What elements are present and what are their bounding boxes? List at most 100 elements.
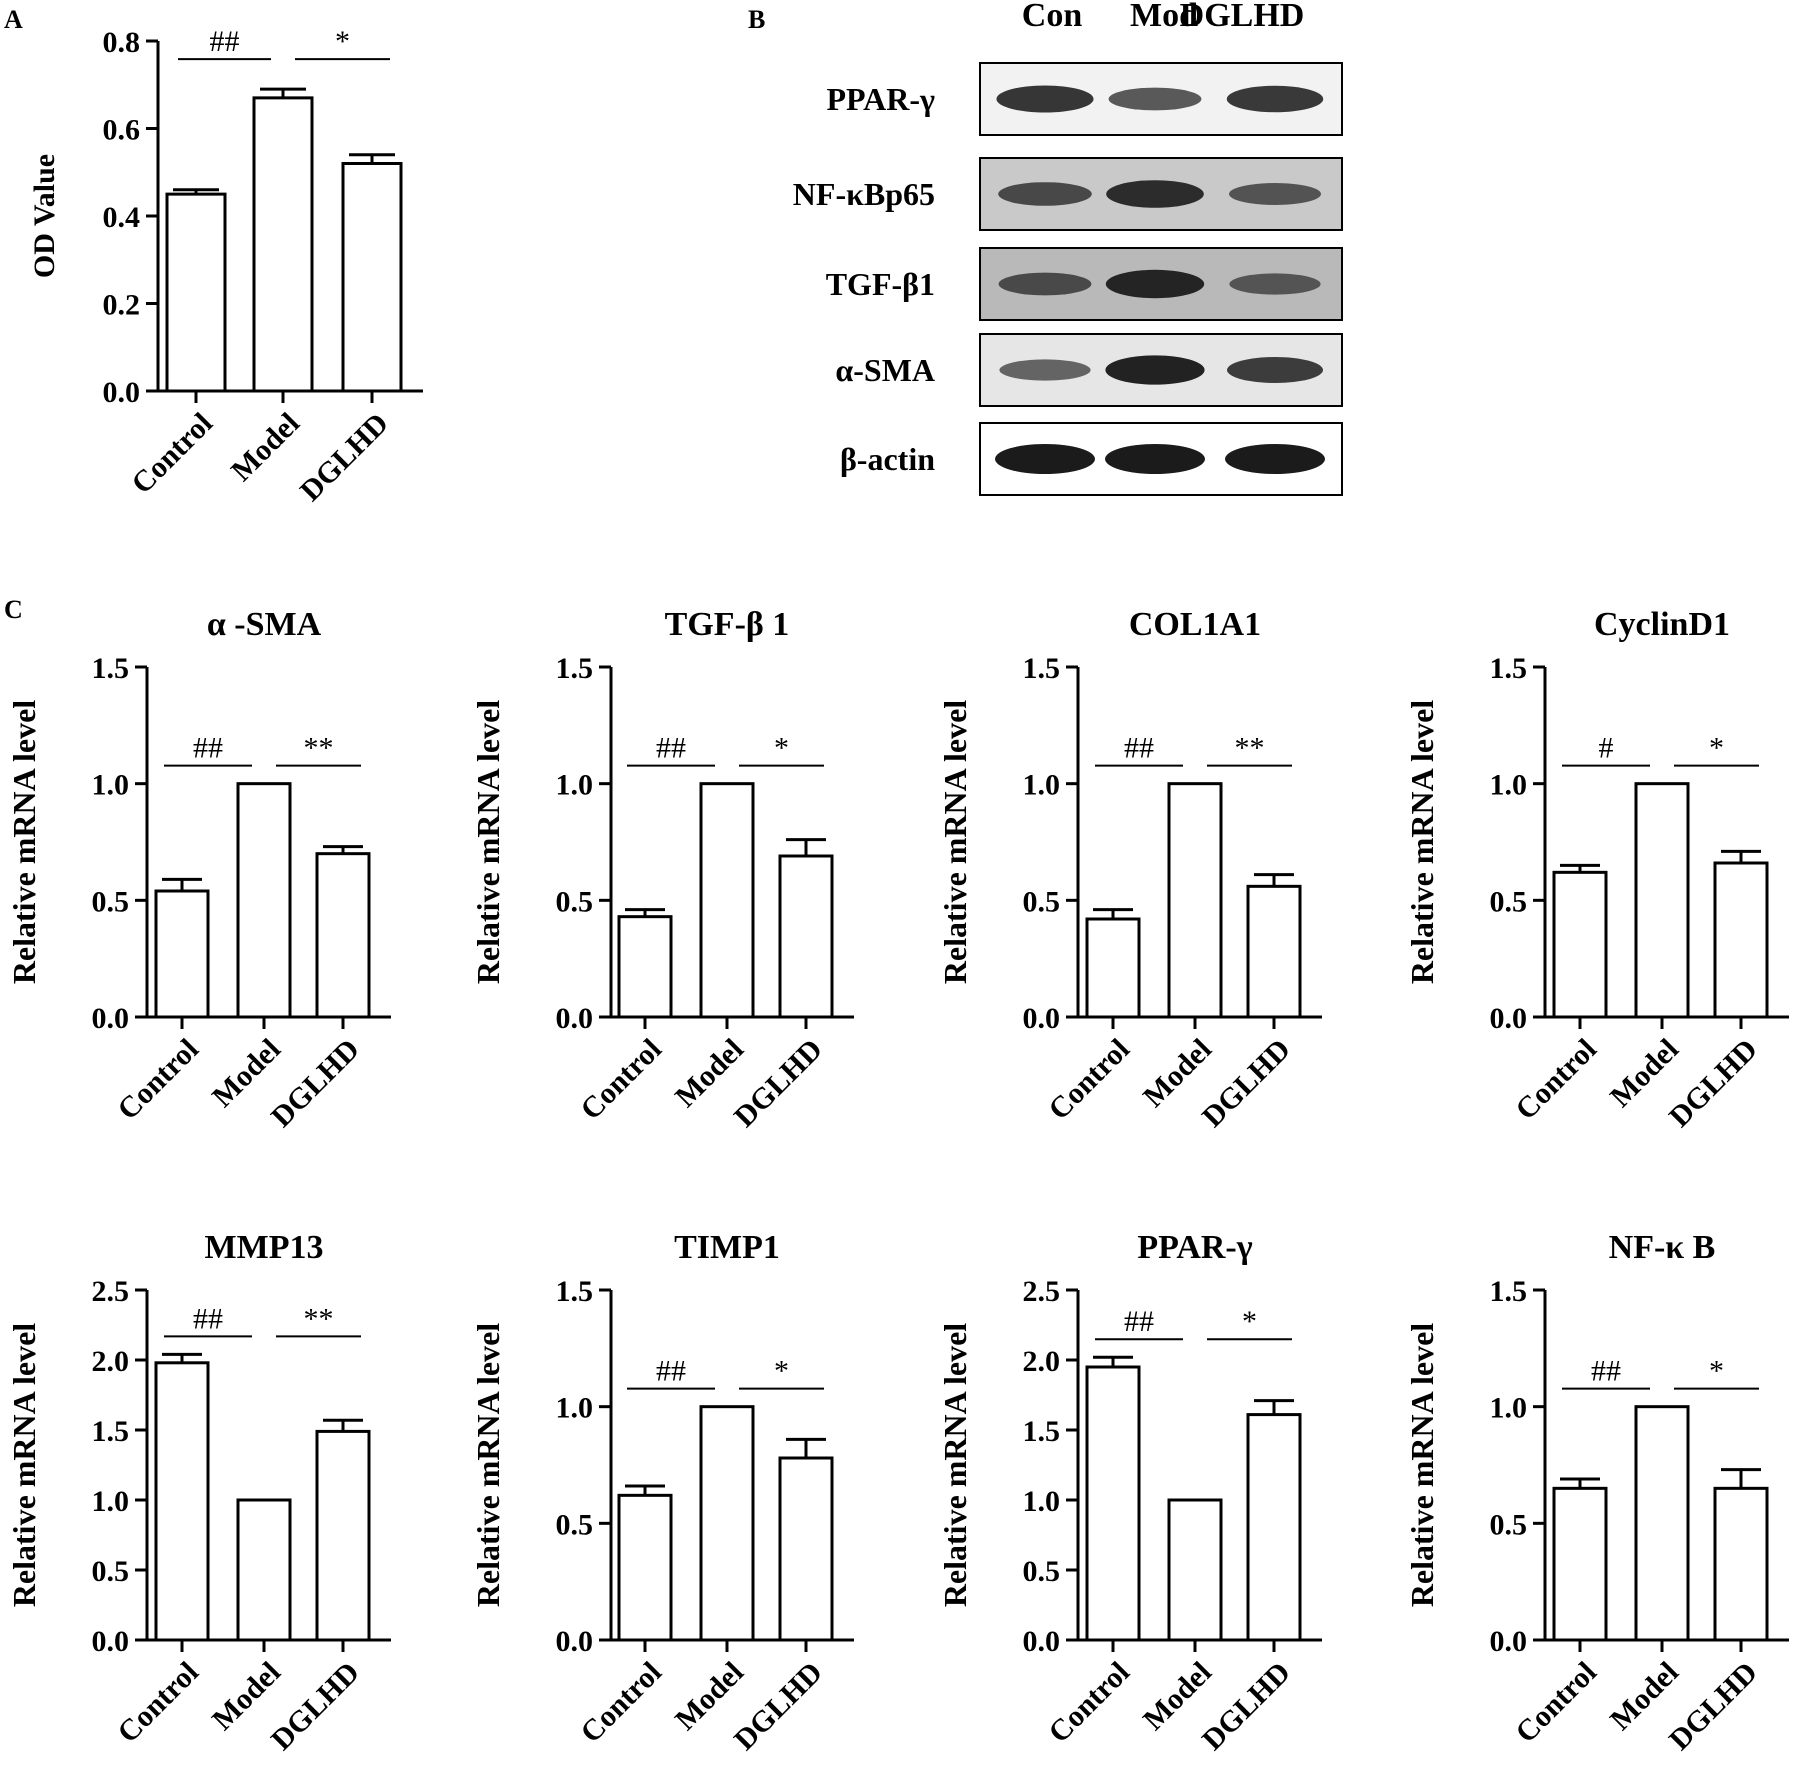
lane-label-con: Con bbox=[1022, 0, 1083, 34]
y-tick-label: 0.0 bbox=[1490, 1625, 1528, 1658]
blot-band bbox=[1229, 183, 1321, 205]
chart-title: NF-κ B bbox=[1609, 1229, 1716, 1266]
x-tick-label: DGLHD bbox=[728, 1033, 829, 1134]
y-tick-label: 1.5 bbox=[1023, 652, 1061, 685]
bar-control bbox=[165, 192, 227, 393]
x-tick-label: Control bbox=[574, 1033, 668, 1127]
bar-control bbox=[1085, 917, 1141, 1019]
blot-band bbox=[1225, 444, 1325, 474]
x-tick-label: DGLHD bbox=[1663, 1656, 1764, 1757]
chart-title: MMP13 bbox=[205, 1229, 324, 1266]
y-tick-label: 0.0 bbox=[92, 1625, 130, 1658]
significance-marker: * bbox=[1242, 1305, 1257, 1338]
panel-label-b: B bbox=[748, 5, 765, 34]
y-tick-label: 0.0 bbox=[92, 1002, 130, 1035]
blot-row-label: β-actin bbox=[840, 441, 935, 477]
bar-dglhd bbox=[778, 854, 834, 1019]
y-tick-label: 2.5 bbox=[1023, 1275, 1061, 1308]
y-tick-label: 0.0 bbox=[1023, 1625, 1061, 1658]
bar-control bbox=[1085, 1365, 1141, 1642]
x-tick-label: Control bbox=[111, 1033, 205, 1127]
y-axis-label: OD Value bbox=[28, 154, 61, 278]
y-tick-label: 1.0 bbox=[1490, 1392, 1528, 1425]
significance-marker: ## bbox=[1124, 1305, 1154, 1338]
significance-marker: * bbox=[1709, 732, 1724, 765]
y-tick-label: 2.0 bbox=[1023, 1345, 1061, 1378]
significance-marker: ## bbox=[193, 732, 223, 765]
chart-title: CyclinD1 bbox=[1594, 606, 1730, 643]
bar-dglhd bbox=[341, 162, 403, 393]
panel-label-a: A bbox=[4, 5, 23, 34]
y-axis-label: Relative mRNA level bbox=[470, 700, 506, 984]
chart-title: COL1A1 bbox=[1129, 606, 1261, 643]
bar-model bbox=[236, 1498, 292, 1642]
x-tick-label: Model bbox=[225, 407, 306, 488]
blot-band bbox=[998, 182, 1092, 206]
x-tick-label: Control bbox=[1509, 1656, 1603, 1750]
chart-c7: PPAR-γ Relative mRNA level 0.0 0.5 1.0 1.5 2.0… bbox=[937, 1229, 1322, 1757]
y-tick-label: 0.0 bbox=[1023, 1002, 1061, 1035]
significance-marker: # bbox=[1599, 732, 1614, 765]
blot-band bbox=[999, 359, 1091, 381]
bar-dglhd bbox=[1246, 884, 1302, 1019]
x-tick-label: DGLHD bbox=[265, 1033, 366, 1134]
blot-row-label: PPAR-γ bbox=[826, 81, 935, 117]
y-axis-label: Relative mRNA level bbox=[1404, 700, 1440, 984]
significance-marker: ## bbox=[1124, 732, 1154, 765]
bar-control bbox=[1552, 1486, 1608, 1642]
blot-band bbox=[1105, 355, 1205, 385]
blot-band bbox=[998, 272, 1092, 296]
panel-label-c: C bbox=[4, 595, 23, 624]
y-tick-label: 0.0 bbox=[103, 376, 141, 409]
x-tick-label: Control bbox=[1042, 1033, 1136, 1127]
y-tick-label: 0.5 bbox=[556, 885, 594, 918]
bar-model bbox=[699, 782, 755, 1019]
bar-control bbox=[1552, 870, 1608, 1019]
blot-band bbox=[1229, 273, 1321, 295]
bar-control bbox=[154, 1361, 210, 1642]
y-tick-label: 1.5 bbox=[92, 1415, 130, 1448]
y-axis-label: Relative mRNA level bbox=[470, 1323, 506, 1607]
blot-band bbox=[1226, 85, 1324, 113]
x-tick-label: DGLHD bbox=[294, 407, 395, 508]
bar-dglhd bbox=[315, 852, 371, 1019]
bar-model bbox=[252, 96, 314, 393]
chart-c3: COL1A1 Relative mRNA level 0.0 0.5 1.0 1.5 Con… bbox=[937, 606, 1322, 1134]
y-tick-label: 0.8 bbox=[103, 26, 141, 59]
y-tick-label: 0.0 bbox=[556, 1625, 594, 1658]
y-tick-label: 0.0 bbox=[556, 1002, 594, 1035]
significance-marker: ## bbox=[210, 25, 240, 58]
chart-a: OD Value 0.0 0.2 0.4 0.6 0.8 Control ModelDGLHD… bbox=[28, 25, 423, 508]
bar-model bbox=[1634, 782, 1690, 1019]
significance-marker: * bbox=[774, 1355, 789, 1388]
chart-c8: NF-κ B Relative mRNA level 0.0 0.5 1.0 1.5 Con… bbox=[1404, 1229, 1789, 1757]
x-tick-label: Control bbox=[1509, 1033, 1603, 1127]
x-tick-label: Control bbox=[1042, 1656, 1136, 1750]
bar-control bbox=[617, 1493, 673, 1642]
significance-marker: ## bbox=[656, 1355, 686, 1388]
blot-band bbox=[1105, 269, 1205, 299]
y-tick-label: 0.2 bbox=[103, 289, 141, 322]
x-tick-label: Control bbox=[111, 1656, 205, 1750]
bar-control bbox=[617, 915, 673, 1019]
significance-marker: ** bbox=[304, 1302, 334, 1335]
bar-model bbox=[1167, 1498, 1223, 1642]
chart-title: TGF-β 1 bbox=[665, 606, 790, 643]
x-tick-label: DGLHD bbox=[728, 1656, 829, 1757]
y-axis-label: Relative mRNA level bbox=[937, 1323, 973, 1607]
y-tick-label: 0.5 bbox=[1490, 1508, 1528, 1541]
significance-marker: ## bbox=[193, 1302, 223, 1335]
y-tick-label: 1.0 bbox=[556, 1392, 594, 1425]
x-tick-label: DGLHD bbox=[265, 1656, 366, 1757]
x-tick-label: DGLHD bbox=[1196, 1033, 1297, 1134]
lane-label-mod: Mod bbox=[1130, 0, 1198, 34]
lane-label-dglhd: DGLHD bbox=[1180, 0, 1305, 34]
x-tick-label: DGLHD bbox=[1196, 1656, 1297, 1757]
chart-title: PPAR-γ bbox=[1137, 1229, 1252, 1266]
x-tick-label: Control bbox=[574, 1656, 668, 1750]
y-tick-label: 0.5 bbox=[1023, 885, 1061, 918]
bar-model bbox=[699, 1405, 755, 1642]
bar-dglhd bbox=[1713, 861, 1769, 1019]
